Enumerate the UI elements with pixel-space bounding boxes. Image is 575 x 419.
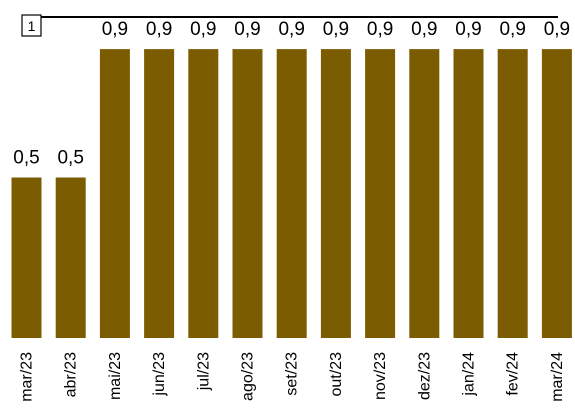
x-tick-label-ago-23: ago/23: [240, 352, 257, 401]
x-tick-label-jun-23: jun/23: [151, 352, 168, 397]
bar-nov-23: [365, 49, 396, 338]
x-tick-label-mai-23: mai/23: [107, 352, 124, 400]
data-label-abr-23: 0,5: [57, 148, 83, 169]
bar-dez-23: [409, 49, 440, 338]
x-tick-label-nov-23: nov/23: [372, 352, 389, 400]
x-tick-label-out-23: out/23: [328, 352, 345, 397]
bar-jul-23: [188, 49, 219, 338]
bar-jan-24: [453, 49, 484, 338]
reference-line-label: 1: [28, 18, 36, 34]
bar-out-23: [320, 49, 351, 338]
x-tick-label-mar-23: mar/23: [19, 352, 36, 402]
data-labels-group: 0,5 0,5 0,9 0,9 0,9 0,9 0,9 0,9 0,9 0,9 0,9 0,9 0,9: [13, 19, 570, 168]
data-label-fev-24: 0,9: [499, 19, 525, 40]
data-label-dez-23: 0,9: [411, 19, 437, 40]
data-label-set-23: 0,9: [278, 19, 304, 40]
bar-mar-24: [541, 49, 572, 338]
bar-abr-23: [55, 177, 86, 338]
data-label-mar-24: 0,9: [544, 19, 570, 40]
bar-ago-23: [232, 49, 263, 338]
bar-mar-23: [11, 177, 42, 338]
data-label-ago-23: 0,9: [234, 19, 260, 40]
data-label-jul-23: 0,9: [190, 19, 216, 40]
x-tick-label-jul-23: jul/23: [195, 352, 212, 391]
bar-fev-24: [497, 49, 528, 338]
x-tick-label-jan-24: jan/24: [461, 352, 478, 397]
x-tick-label-mar-24: mar/24: [549, 352, 566, 402]
x-tick-label-abr-23: abr/23: [63, 352, 80, 397]
data-label-nov-23: 0,9: [367, 19, 393, 40]
bar-set-23: [276, 49, 307, 338]
data-label-out-23: 0,9: [323, 19, 349, 40]
bar-mai-23: [99, 49, 130, 338]
bars-group: [11, 49, 572, 338]
x-tick-label-set-23: set/23: [284, 352, 301, 396]
reference-line-label-box: [21, 14, 42, 37]
x-tick-label-fev-24: fev/24: [505, 352, 522, 396]
data-label-mai-23: 0,9: [102, 19, 128, 40]
data-label-jun-23: 0,9: [146, 19, 172, 40]
bar-jun-23: [144, 49, 175, 338]
data-label-jan-24: 0,9: [455, 19, 481, 40]
x-tick-label-dez-23: dez/23: [416, 352, 433, 400]
data-label-mar-23: 0,5: [13, 148, 39, 169]
x-tick-labels-group: mar/23 abr/23 mai/23 jun/23 jul/23 ago/23 set/…: [19, 352, 566, 402]
